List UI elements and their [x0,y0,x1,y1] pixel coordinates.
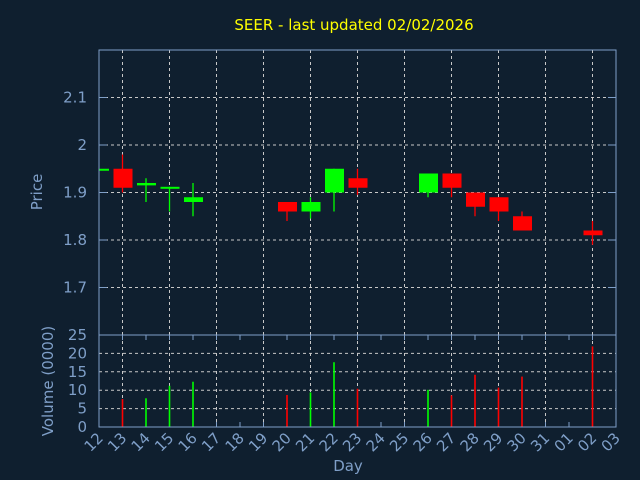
volume-bar [121,399,124,427]
candle-body [466,192,485,207]
volume-bar [168,385,171,427]
candle-body [513,216,532,231]
x-tick-label: 17 [198,429,224,455]
volume-tick-label: 0 [77,418,87,436]
candle-body [442,173,462,188]
volume-bar [145,398,147,427]
x-tick-label: 27 [433,429,459,455]
volume-plot-frame [98,334,617,428]
candle-body [137,183,156,186]
x-tick-label: 21 [292,429,318,455]
x-tick-label: 30 [504,429,530,455]
volume-bar [474,374,476,427]
x-tick-label: 19 [245,429,271,455]
x-tick-label: 26 [410,429,436,455]
candle-body [419,173,438,193]
x-tick-label: 16 [175,429,201,455]
candle-body [489,197,509,212]
volume-bar [286,394,288,427]
volume-bar [497,387,500,427]
x-tick-label: 14 [128,429,154,455]
candle-body [583,230,603,236]
x-tick-label: 13 [104,429,130,455]
candle-body [184,197,203,202]
x-tick-label: 15 [151,429,177,455]
x-tick-label: 20 [269,429,295,455]
x-tick-label: 01 [551,429,577,455]
candle-body [113,168,133,188]
x-axis-label: Day [333,457,363,475]
price-tick-label: 1.9 [63,184,87,202]
volume-tick-label: 20 [68,344,87,362]
x-tick-label: 28 [457,429,483,455]
x-tick-label: 24 [363,429,389,455]
x-tick-label: 31 [527,429,553,455]
price-tick-label: 2.1 [63,89,87,107]
chart-title: SEER - last updated 02/02/2026 [234,16,473,34]
x-tick-label: 25 [386,429,412,455]
candle-body [301,202,321,212]
candle-body [278,202,297,212]
x-tick-label: 02 [574,429,600,455]
volume-bar [192,381,194,427]
volume-bar [356,388,359,427]
x-tick-label: 23 [339,429,365,455]
volume-tick-label: 25 [68,326,87,344]
candle-body [160,186,180,189]
volume-bar [521,376,523,427]
candle-body [348,178,368,188]
volume-bar [333,362,335,427]
price-tick-label: 1.7 [63,279,87,297]
price-tick-label: 1.8 [63,231,87,249]
x-tick-label: 03 [598,429,624,455]
price-tick-label: 2 [77,136,87,154]
volume-bar [427,389,429,427]
x-tick-label: 18 [222,429,248,455]
volume-tick-label: 5 [77,400,87,418]
volume-bar [450,395,453,427]
candle-body [325,168,344,193]
volume-bar [591,346,594,427]
x-tick-label: 22 [316,429,342,455]
volume-tick-label: 10 [68,381,87,399]
price-axis-label: Price [28,174,46,211]
x-tick-label: 29 [480,429,506,455]
volume-tick-label: 15 [68,363,87,381]
candle-body [99,168,109,171]
volume-axis-label: Volume (0000) [39,326,57,436]
volume-bar [309,392,312,427]
